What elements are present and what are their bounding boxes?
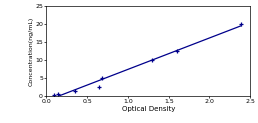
Y-axis label: Concentration(ng/mL): Concentration(ng/mL): [29, 16, 34, 86]
X-axis label: Optical Density: Optical Density: [122, 106, 175, 112]
